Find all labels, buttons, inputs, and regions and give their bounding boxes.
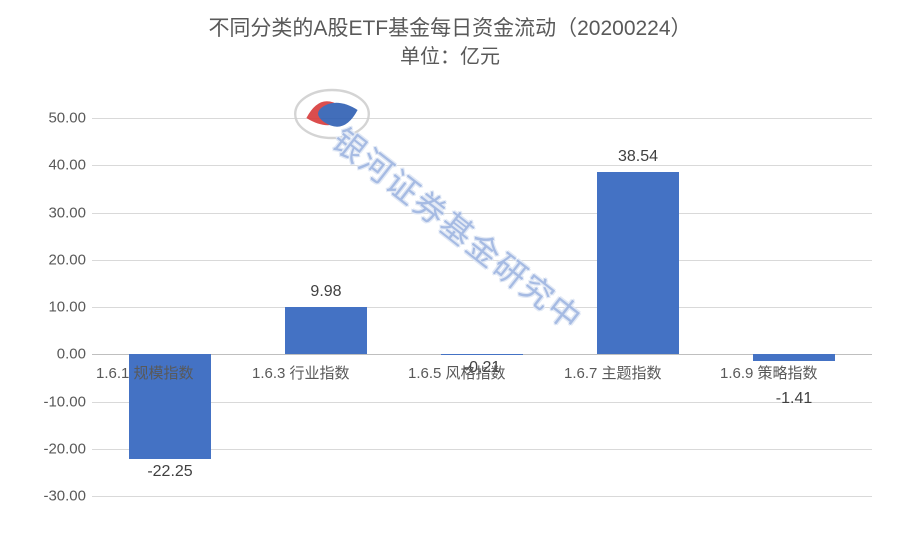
y-tick-label: 10.00 [34, 299, 86, 316]
plot-region: -22.251.6.1 规模指数9.981.6.3 行业指数-0.211.6.5… [92, 118, 872, 496]
bar [753, 354, 834, 361]
y-tick-label: -10.00 [34, 393, 86, 410]
gridline [92, 165, 872, 166]
bar-value-label: -22.25 [110, 463, 230, 481]
x-category-label: 1.6.7 主题指数 [564, 362, 662, 383]
y-tick-label: 20.00 [34, 251, 86, 268]
gridline [92, 307, 872, 308]
chart-title: 不同分类的A股ETF基金每日资金流动（20200224） [0, 14, 900, 43]
x-category-label: 1.6.3 行业指数 [252, 362, 350, 383]
bar [285, 307, 366, 354]
chart-subtitle: 单位：亿元 [0, 43, 900, 71]
bar-value-label: -1.41 [734, 390, 854, 408]
y-tick-label: -20.00 [34, 440, 86, 457]
gridline [92, 260, 872, 261]
bar-value-label: 9.98 [266, 283, 386, 301]
bar-value-label: 38.54 [578, 148, 698, 166]
y-tick-label: -30.00 [34, 488, 86, 505]
gridline [92, 118, 872, 119]
y-tick-label: 50.00 [34, 110, 86, 127]
x-category-label: 1.6.5 风格指数 [408, 362, 506, 383]
x-category-label: 1.6.1 规模指数 [96, 362, 194, 383]
bar [597, 172, 678, 354]
bar [441, 354, 522, 355]
y-tick-label: 40.00 [34, 157, 86, 174]
y-tick-label: 0.00 [34, 346, 86, 363]
x-category-label: 1.6.9 策略指数 [720, 362, 818, 383]
chart-area: -22.251.6.1 规模指数9.981.6.3 行业指数-0.211.6.5… [34, 108, 880, 518]
y-tick-label: 30.00 [34, 204, 86, 221]
chart-title-block: 不同分类的A股ETF基金每日资金流动（20200224） 单位：亿元 [0, 0, 900, 71]
gridline [92, 213, 872, 214]
gridline [92, 496, 872, 497]
